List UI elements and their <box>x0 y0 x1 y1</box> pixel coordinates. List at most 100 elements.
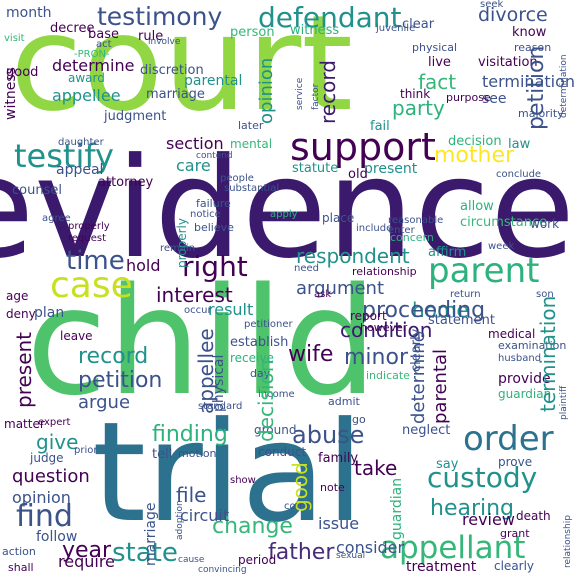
word-trial: trial <box>92 392 365 553</box>
word-know: provide <box>498 371 551 387</box>
word-defendant: defendant <box>258 1 402 34</box>
word-properly: need <box>294 263 319 274</box>
word-issue: question <box>12 466 90 487</box>
word-neglect: statute <box>292 161 339 176</box>
word-leave: know <box>512 25 547 40</box>
word-convincing: apply <box>270 209 298 220</box>
word-contend: juvenile <box>376 23 416 34</box>
word-concern: treatment <box>406 559 477 575</box>
word-termination: termination <box>536 295 560 412</box>
word-age: judgment <box>104 109 167 124</box>
word-see: proceeding <box>362 298 486 323</box>
word-section: argue <box>78 392 131 413</box>
word-file: termination <box>481 72 575 91</box>
word-apply: guardian <box>498 387 552 401</box>
word-physical: physical <box>211 354 227 412</box>
word-old: discretion <box>140 63 204 78</box>
word-ask: death <box>516 509 551 523</box>
word-conclude: think <box>400 87 431 101</box>
word-indicate: concern <box>390 231 434 244</box>
word-agree: relationship <box>352 265 417 278</box>
word-notice: examination <box>498 339 567 352</box>
word-petition: petition <box>524 45 549 130</box>
word-need: purpose <box>446 91 491 104</box>
word-judgment: say <box>436 457 459 472</box>
word-income: visit <box>4 33 25 44</box>
word-divorce: divorce <box>478 4 548 26</box>
word-prior: deny <box>6 307 36 321</box>
word-appeal: give <box>36 430 79 454</box>
word-parental: parental <box>430 348 451 424</box>
word-custody: custody <box>427 461 538 494</box>
word-plan: physical <box>412 41 458 54</box>
word-decision: decision <box>254 359 278 442</box>
word-seek: period <box>238 553 277 567</box>
word-base: consider <box>336 538 405 557</box>
word-right: right <box>182 250 248 283</box>
word-good: good <box>288 462 312 512</box>
word-receive: person <box>230 25 275 40</box>
word-people: week <box>488 241 515 252</box>
word-judge: age <box>6 289 29 303</box>
word-son: later <box>238 119 264 132</box>
word-pron: ask <box>314 289 332 300</box>
word-fact: fact <box>418 70 457 94</box>
word-have: properly <box>68 221 110 232</box>
word-majority: motion <box>178 447 217 460</box>
word-err: agree <box>42 213 71 224</box>
word-period: however <box>360 321 408 334</box>
word-finding: finding <box>152 422 228 447</box>
word-however: counsel <box>12 183 62 198</box>
word-evidence: evidence <box>0 128 575 289</box>
word-decree: issue <box>318 514 360 533</box>
word-hear: request <box>68 233 107 244</box>
word-party: party <box>392 96 445 120</box>
word-enter: medical <box>488 327 536 341</box>
word-medical: neglect <box>402 423 451 438</box>
word-provide: take <box>354 456 398 480</box>
word-result: decision <box>448 134 502 149</box>
word-place: marriage <box>146 87 205 102</box>
word-law: plan <box>34 305 65 321</box>
word-time: time <box>66 246 125 276</box>
word-come: enter <box>388 225 415 236</box>
word-affirm: circumstance <box>460 215 548 230</box>
word-tell: hold <box>126 256 161 275</box>
word-find: find <box>16 499 73 534</box>
word-drug: standard <box>198 401 243 412</box>
word-purpose: expert <box>38 417 71 428</box>
word-respondent: respondent <box>296 244 410 268</box>
word-person: month <box>6 5 52 21</box>
word-argument: law <box>508 137 531 152</box>
word-rule: require <box>58 552 115 571</box>
word-motion: leave <box>60 329 93 343</box>
word-consider: opinion <box>12 488 71 507</box>
word-prove: substantial <box>224 183 280 194</box>
word-year: year <box>62 538 112 563</box>
word-counsel: live <box>428 55 451 70</box>
word-fail: judge <box>30 451 64 465</box>
word-follow: circuit <box>180 506 230 525</box>
word-determination: determination <box>559 54 569 118</box>
word-wife: wife <box>288 342 334 367</box>
word-condition: present <box>364 161 418 177</box>
word-adoption: adoption <box>175 500 185 540</box>
word-statute-of: involve <box>148 37 181 47</box>
word-proof: indicate <box>366 369 410 382</box>
word-statute: rule <box>138 29 164 44</box>
word-ground: failure <box>196 197 231 210</box>
word-hearing: hearing <box>430 496 515 521</box>
word-week: majority <box>518 107 564 120</box>
word-support: support <box>290 125 436 169</box>
word-service: service <box>295 77 305 110</box>
word-hold: record <box>78 344 149 369</box>
word-sexual: notice <box>190 209 221 220</box>
word-admit: mental <box>230 137 273 151</box>
word-request: return <box>450 289 481 300</box>
word-consent: sexual <box>336 551 366 561</box>
word-later: prior <box>74 445 98 456</box>
word-marriage: marriage <box>143 502 159 566</box>
word-care: petition <box>78 368 163 393</box>
word-note: receive <box>230 351 274 365</box>
word-show: reasonable <box>388 215 444 226</box>
